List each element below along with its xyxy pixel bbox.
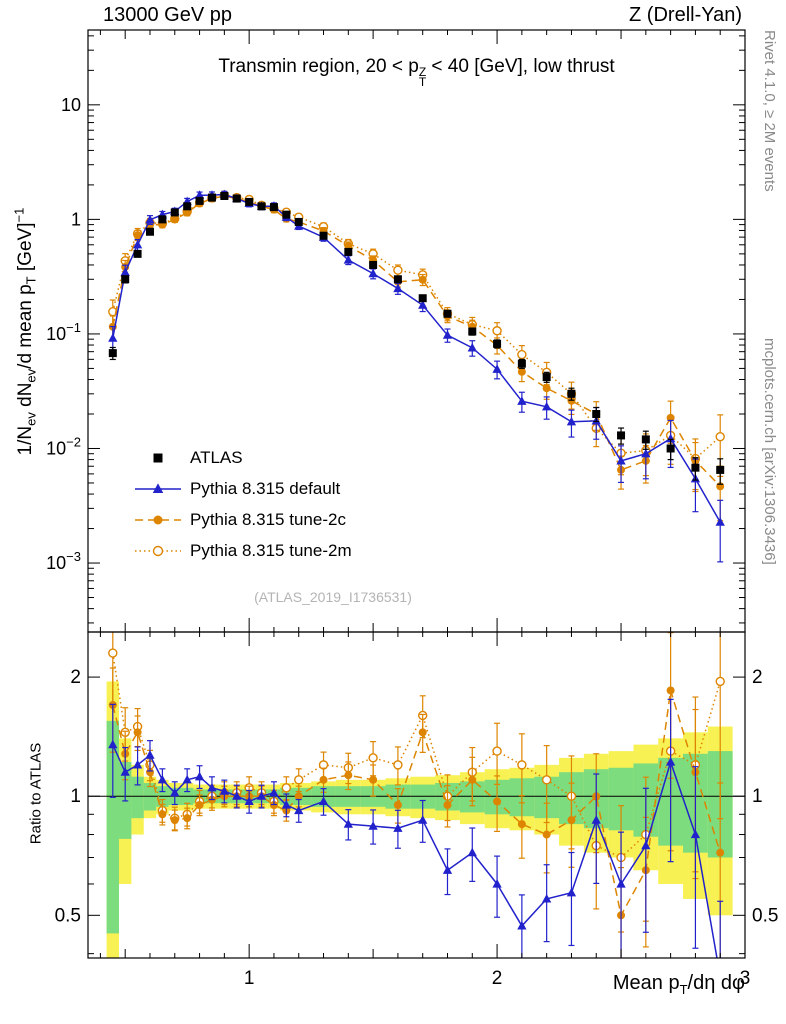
y-axis-title-sub: T	[23, 276, 39, 285]
y-axis-title-unit: [GeV]	[14, 222, 36, 277]
x-tick-label: 3	[740, 968, 751, 989]
y-tick-label: 10−3	[46, 549, 81, 573]
ratio-panel-series	[108, 632, 725, 958]
y-axis-title: 1/Nev dNev/d mean pT [GeV]−1	[11, 32, 38, 632]
ratio-axis-title: Ratio to ATLAS	[27, 742, 45, 845]
legend-item-pythia-default: Pythia 8.315 default	[134, 473, 352, 504]
plot-title-post: < 40 [GeV], low thrust	[426, 56, 615, 77]
series-line-pythia-tune-2c	[112, 195, 721, 487]
ratio-tick-label-right: 1	[752, 786, 763, 807]
legend-item-pythia-tune-2c: Pythia 8.315 tune-2c	[134, 504, 352, 535]
legend-label: Pythia 8.315 tune-2m	[190, 540, 352, 560]
y-tick-label: 10	[61, 95, 81, 115]
ratio-tick-label-right: 0.5	[752, 905, 778, 926]
green-band-bin	[143, 782, 157, 811]
ratio-tick-label-left: 1	[70, 786, 81, 807]
legend: ATLAS Pythia 8.315 default Pythia 8.315 …	[134, 442, 352, 566]
x-axis-title-part: /dη dφ	[687, 972, 745, 994]
pt-subscript: T	[418, 75, 427, 89]
series-atlas	[108, 191, 725, 485]
x-tick-label: 2	[492, 968, 503, 989]
green-band-bin	[106, 720, 119, 934]
legend-label: Pythia 8.315 tune-2c	[190, 509, 346, 529]
y-tick-label: 10−2	[46, 434, 81, 458]
process-label: Z (Drell-Yan)	[629, 4, 742, 26]
pt-superscript: Z	[418, 65, 427, 79]
y-tick-label: 1	[71, 209, 81, 229]
ratio-panel-frame	[87, 631, 746, 959]
pythia-default-triangle-marker-icon	[134, 479, 182, 499]
x-axis-title: Mean pT/dη dφ	[613, 972, 745, 997]
plot-title-pre: Transmin region, 20 < p	[218, 56, 419, 77]
ratio-tick-label-left: 0.5	[55, 905, 81, 926]
legend-item-pythia-tune-2m: Pythia 8.315 tune-2m	[134, 535, 352, 566]
series-line-pythia-tune-2m	[112, 194, 721, 460]
rivet-version-note: Rivet 4.1.0, ≥ 2M events	[761, 30, 778, 192]
legend-label: Pythia 8.315 default	[190, 478, 341, 498]
beam-energy-label: 13000 GeV pp	[103, 4, 232, 26]
legend-item-atlas: ATLAS	[134, 442, 352, 473]
y-axis-title-sub: ev	[23, 412, 39, 426]
x-tick-label: 1	[244, 968, 255, 989]
analysis-id-watermark: (ATLAS_2019_I1736531)	[254, 589, 412, 605]
y-axis-title-sub: ev	[23, 368, 39, 383]
green-band-bin	[131, 776, 144, 819]
y-axis-title-part: /d mean p	[14, 284, 36, 369]
ratio-tick-label-right: 2	[752, 667, 763, 688]
atlas-square-marker-icon	[134, 448, 182, 468]
legend-marker-canvas	[135, 515, 181, 524]
x-axis-title-part: Mean p	[612, 972, 680, 994]
legend-marker-canvas	[153, 453, 163, 462]
ratio-tick-label-left: 2	[70, 667, 81, 688]
x-axis-title-sub: T	[679, 982, 688, 997]
legend-marker-canvas	[135, 545, 181, 556]
pythia-tune-2c-circle-marker-icon	[134, 510, 182, 530]
y-axis-title-part: 1/N	[14, 425, 36, 456]
y-tick-label: 10−1	[46, 320, 81, 344]
legend-label: ATLAS	[190, 447, 243, 467]
ratio-series-pythia-default	[108, 698, 724, 958]
y-axis-title-sup: −1	[11, 207, 27, 223]
pythia-tune-2m-open-circle-marker-icon	[134, 541, 182, 561]
legend-marker-canvas	[135, 482, 181, 493]
y-axis-title-part: dN	[14, 382, 36, 413]
mcplots-attribution-note: mcplots.cern.ch [arXiv:1306.3436]	[761, 338, 778, 565]
